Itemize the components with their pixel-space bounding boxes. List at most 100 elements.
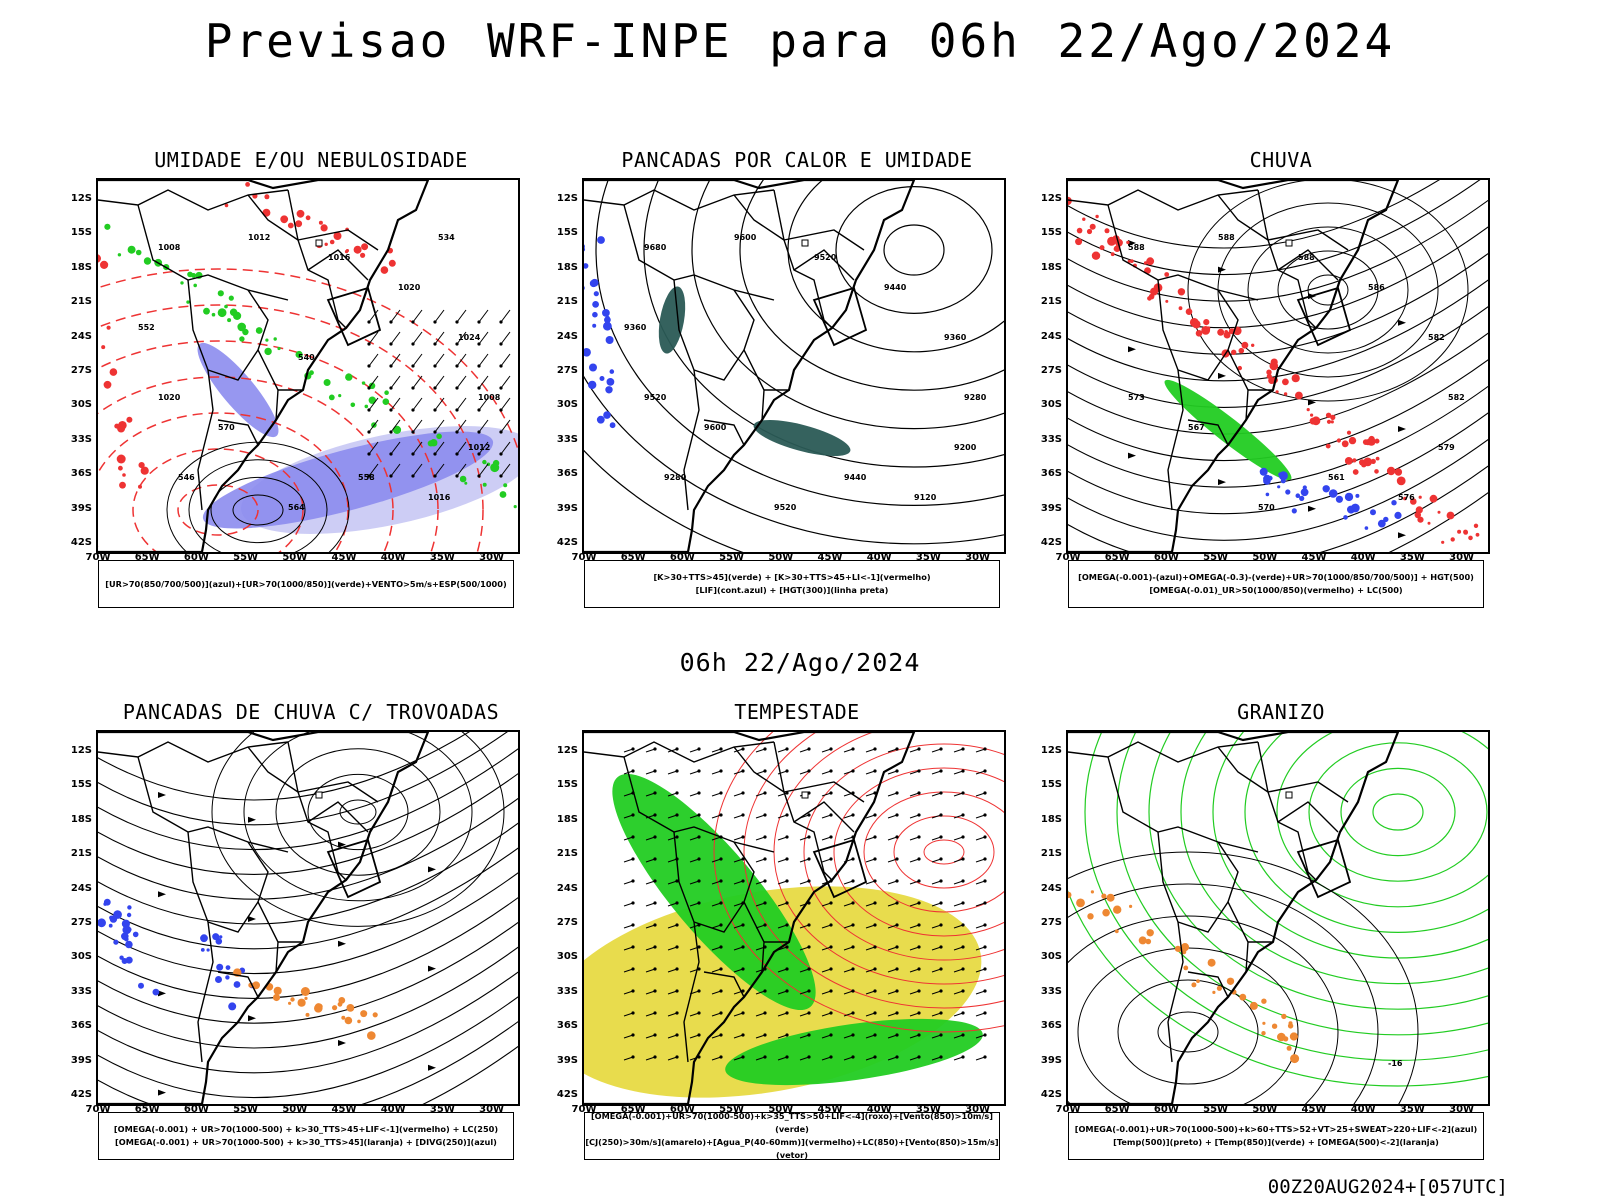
wind-vector-head bbox=[961, 967, 965, 971]
latitude-label: 33S bbox=[556, 985, 578, 997]
storm-orange-area bbox=[273, 986, 282, 995]
wind-vector-shaft bbox=[478, 419, 489, 433]
contour-label: 1008 bbox=[478, 393, 501, 402]
latitude-label: 42S bbox=[1040, 1089, 1062, 1100]
rain-red-area bbox=[1178, 306, 1183, 311]
rain-red-area bbox=[1346, 430, 1352, 435]
wind-vector bbox=[887, 747, 899, 753]
rain-red-area bbox=[1282, 378, 1289, 386]
hail-orange-area bbox=[1068, 891, 1072, 899]
wind-vector-head bbox=[807, 835, 811, 839]
forecast-time-subtitle: 06h 22/Ago/2024 bbox=[679, 648, 921, 677]
streamline-arrow bbox=[338, 841, 346, 848]
wind-vector bbox=[821, 791, 833, 797]
wind-vector bbox=[477, 331, 489, 346]
hail-orange-area bbox=[1239, 993, 1247, 1001]
wind-vector-head bbox=[763, 879, 767, 883]
wind-vector bbox=[953, 1011, 965, 1017]
hail-orange-area bbox=[1261, 1031, 1266, 1036]
wind-vector bbox=[843, 901, 855, 907]
wind-vector-head bbox=[917, 791, 921, 795]
political-border bbox=[1157, 831, 1184, 1063]
legend-line: [UR>70(850/700/500)](azul)+[UR>70(1000/8… bbox=[105, 578, 507, 589]
wind-vector-head bbox=[983, 769, 987, 773]
latitude-label: 27S bbox=[556, 365, 578, 376]
humidity-red-area bbox=[101, 345, 106, 350]
wind-vector bbox=[909, 1033, 921, 1039]
wind-vector-head bbox=[389, 474, 393, 478]
contour-line bbox=[1068, 732, 1488, 1087]
wind-vector-head bbox=[499, 386, 503, 390]
humidity-green-area bbox=[368, 396, 376, 404]
contour-label: 1020 bbox=[398, 283, 421, 292]
main-title: Previsao WRF-INPE para 06h 22/Ago/2024 bbox=[204, 14, 1396, 68]
rain-red-area bbox=[1165, 299, 1169, 303]
humidity-red-area bbox=[122, 473, 126, 477]
wind-vector-head bbox=[631, 769, 635, 773]
wind-vector-shaft bbox=[434, 463, 445, 477]
political-border bbox=[307, 249, 369, 281]
rain-red-area bbox=[1429, 494, 1438, 503]
wind-vector-shaft bbox=[368, 463, 379, 477]
wind-vector-head bbox=[675, 747, 679, 751]
rain-red-area bbox=[1396, 476, 1406, 486]
wind-vector-head bbox=[631, 967, 635, 971]
longitude-label: 45W bbox=[331, 1104, 357, 1115]
humidity-green-area bbox=[361, 381, 366, 385]
streamline bbox=[98, 971, 518, 1074]
wind-vector-head bbox=[873, 857, 877, 861]
wind-vector-head bbox=[719, 747, 723, 751]
wind-vector bbox=[865, 967, 877, 973]
lifted-index-contour bbox=[605, 315, 610, 321]
humidity-green-area bbox=[193, 283, 197, 288]
political-border bbox=[187, 279, 214, 511]
humidity-red-area bbox=[126, 416, 133, 423]
wind-vector-head bbox=[917, 879, 921, 883]
lifted-index-contour bbox=[596, 415, 605, 424]
wind-vector bbox=[477, 419, 489, 434]
wind-vector bbox=[499, 419, 511, 434]
wind-vector bbox=[909, 747, 921, 753]
wind-vector-shaft bbox=[390, 441, 401, 455]
longitude-label: 70W bbox=[571, 552, 597, 563]
state-border bbox=[812, 838, 868, 899]
divergence-blue-area bbox=[200, 934, 208, 943]
wind-vector bbox=[975, 835, 987, 841]
wind-vector-head bbox=[851, 945, 855, 949]
wind-vector bbox=[975, 989, 987, 995]
wind-vector bbox=[645, 901, 657, 907]
latitude-label: 24S bbox=[1040, 330, 1062, 342]
divergence-blue-area bbox=[125, 940, 133, 949]
wind-vector-head bbox=[983, 835, 987, 839]
wind-vector-head bbox=[895, 1011, 899, 1015]
political-border bbox=[137, 756, 289, 853]
rain-red-area bbox=[1231, 349, 1237, 355]
wind-vector-shaft bbox=[478, 375, 489, 389]
rain-red-area bbox=[1110, 252, 1115, 257]
legend-line: [OMEGA(-0.001)-(azul)+OMEGA(-0.3)-(verde… bbox=[1078, 572, 1474, 582]
wind-vector-head bbox=[829, 791, 833, 795]
wind-vector-head bbox=[917, 1055, 921, 1059]
contour-line bbox=[307, 773, 409, 851]
wind-vector-head bbox=[411, 408, 415, 412]
contour-line bbox=[923, 839, 965, 865]
political-border bbox=[1177, 349, 1229, 381]
rain-red-area bbox=[1336, 438, 1341, 443]
wind-vector-shaft bbox=[500, 375, 511, 389]
latitude-label: 27S bbox=[70, 365, 92, 376]
wind-vector bbox=[909, 901, 921, 907]
wind-vector-head bbox=[829, 923, 833, 927]
wind-vector-head bbox=[653, 923, 657, 927]
wind-vector-head bbox=[741, 879, 745, 883]
panel-pancadas-calor: PANCADAS POR CALOR E UMIDADE 9680 9600 9520… bbox=[552, 148, 1042, 628]
wind-vector bbox=[499, 331, 511, 346]
lifted-index-contour bbox=[602, 309, 610, 317]
wind-vector bbox=[799, 923, 811, 929]
rain-blue-area bbox=[1394, 511, 1402, 519]
humidity-red-area bbox=[287, 222, 294, 229]
rain-red-area bbox=[1415, 506, 1423, 514]
divergence-blue-area bbox=[113, 939, 119, 945]
wind-vector bbox=[953, 967, 965, 973]
wind-vector bbox=[909, 813, 921, 819]
lifted-index-contour bbox=[592, 323, 597, 328]
